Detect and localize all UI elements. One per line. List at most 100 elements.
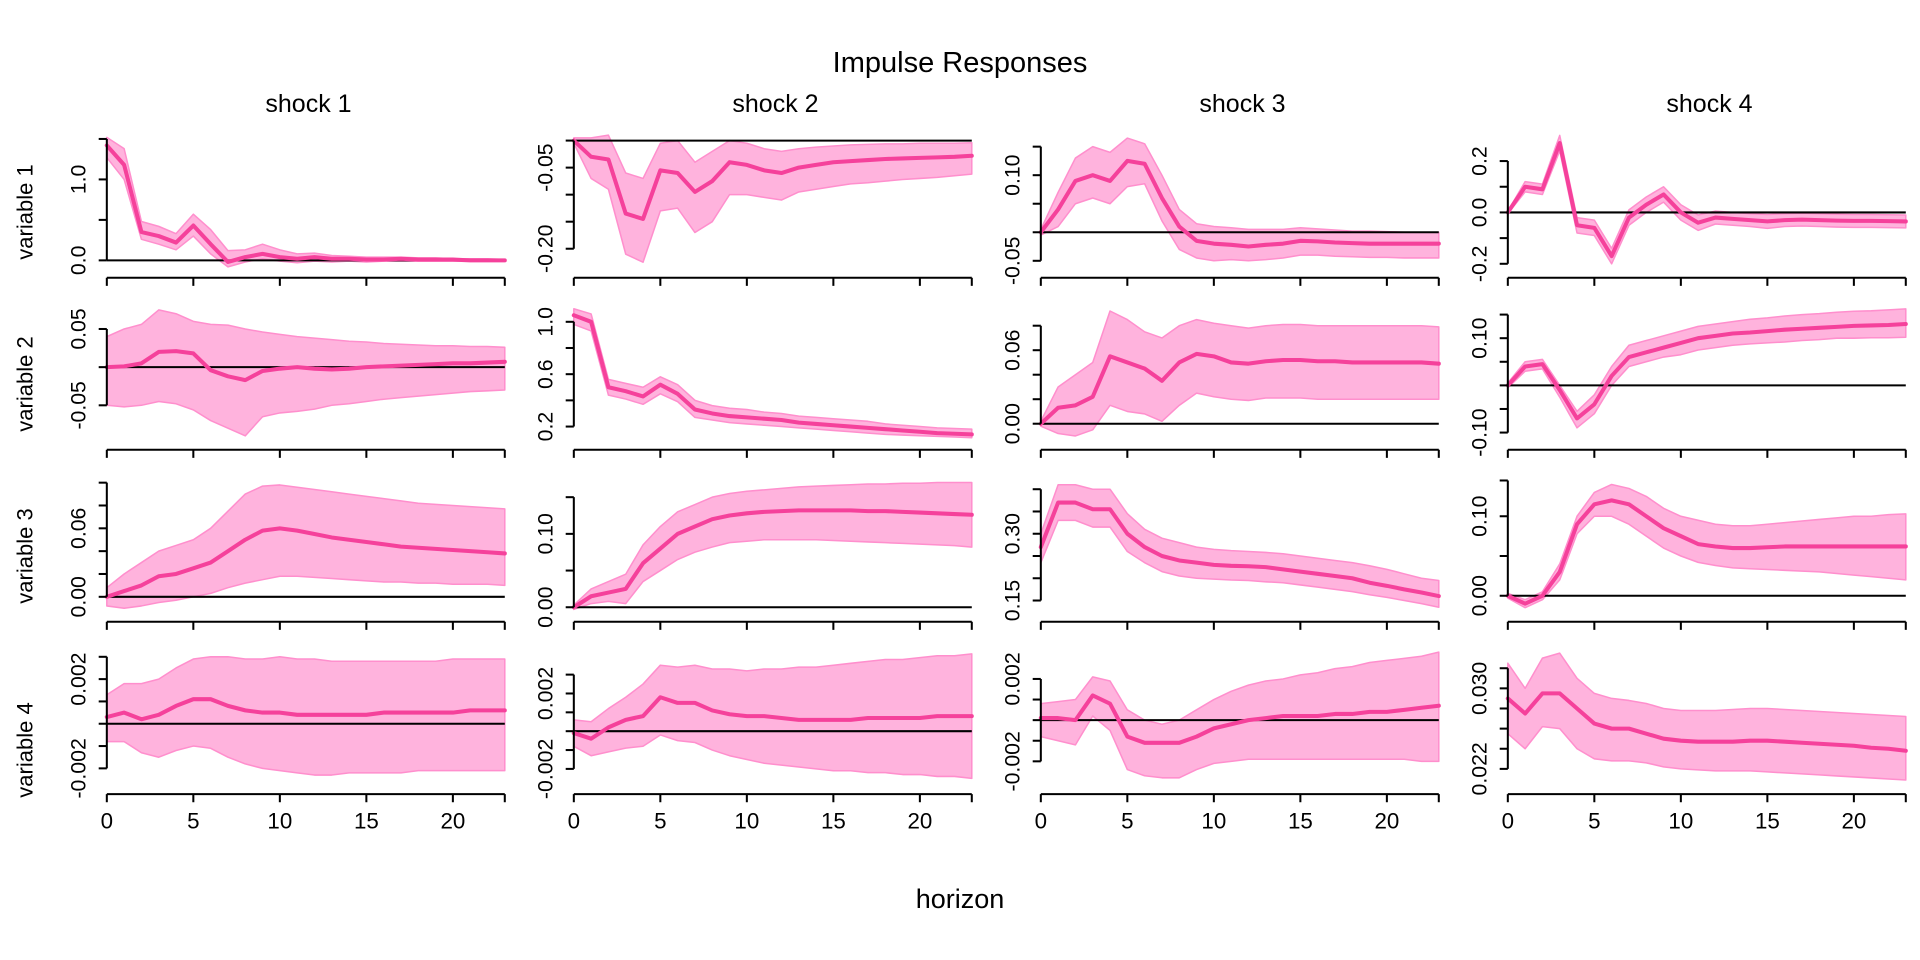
irf-panel-variable-3-shock-3: 0.15 0.30 (1000, 484, 1441, 630)
irf-panel-variable-4-shock-1: 0.002 -0.002 0 5 10 15 20 (66, 652, 507, 834)
svg-text:-0.002: -0.002 (66, 738, 90, 798)
cell-v2-s4: 0.10 -0.10 (1453, 298, 1920, 470)
svg-text:0.30: 0.30 (1000, 513, 1024, 554)
cell-v3-s2: 0.00 0.10 (519, 470, 986, 642)
row-title-variable-3-label: variable 3 (13, 508, 39, 604)
row-title-variable-2: variable 2 (0, 298, 52, 470)
row-title-variable-3: variable 3 (0, 470, 52, 642)
svg-text:0.10: 0.10 (1467, 318, 1491, 359)
svg-text:5: 5 (1588, 809, 1600, 834)
svg-text:-0.05: -0.05 (533, 143, 557, 191)
cell-v3-s1: 0.00 0.06 (52, 470, 519, 642)
cell-v4-s1: 0.002 -0.002 0 5 10 15 20 (52, 642, 519, 857)
grid-corner-spacer (0, 82, 52, 126)
cell-v1-s1: 0.0 1.0 (52, 126, 519, 298)
irf-panel-variable-1-shock-1: 0.0 1.0 (66, 136, 507, 286)
cell-v4-s2: 0.002 -0.002 0 5 10 15 20 (519, 642, 986, 857)
svg-text:5: 5 (1121, 809, 1133, 834)
svg-text:20: 20 (440, 809, 465, 834)
svg-text:0.2: 0.2 (533, 412, 557, 442)
svg-text:0.06: 0.06 (1000, 330, 1024, 371)
svg-text:10: 10 (1201, 809, 1226, 834)
svg-text:5: 5 (654, 809, 666, 834)
svg-text:15: 15 (1288, 809, 1313, 834)
svg-text:0.2: 0.2 (1467, 146, 1491, 176)
irf-panel-variable-4-shock-2: 0.002 -0.002 0 5 10 15 20 (533, 653, 974, 834)
svg-text:0.00: 0.00 (533, 587, 557, 628)
svg-text:0.10: 0.10 (1000, 155, 1024, 196)
cell-v1-s2: -0.05 -0.20 (519, 126, 986, 298)
svg-text:0.002: 0.002 (533, 667, 557, 720)
svg-text:0.10: 0.10 (533, 513, 557, 554)
cell-v2-s3: 0.00 0.06 (986, 298, 1453, 470)
cell-v2-s1: 0.05 -0.05 (52, 298, 519, 470)
irf-panel-variable-3-shock-4: 0.00 0.10 (1467, 479, 1908, 630)
irf-panel-variable-3-shock-2: 0.00 0.10 (533, 481, 974, 630)
svg-text:5: 5 (187, 809, 199, 834)
svg-text:0.05: 0.05 (66, 308, 90, 349)
svg-text:0: 0 (568, 809, 580, 834)
svg-text:0.10: 0.10 (1467, 496, 1491, 537)
svg-text:20: 20 (907, 809, 932, 834)
irf-panel-variable-4-shock-4: 0.022 0.030 0 5 10 15 20 (1467, 652, 1908, 834)
svg-text:0.06: 0.06 (66, 508, 90, 549)
x-axis-label: horizon (915, 883, 1005, 914)
svg-text:0.15: 0.15 (1000, 580, 1024, 621)
row-title-variable-4-label: variable 4 (13, 701, 39, 798)
svg-text:-0.2: -0.2 (1467, 245, 1491, 282)
svg-text:15: 15 (821, 809, 846, 834)
svg-text:10: 10 (1668, 809, 1693, 834)
cell-v1-s3: -0.05 0.10 (986, 126, 1453, 298)
row-title-variable-1: variable 1 (0, 126, 52, 298)
svg-text:1.0: 1.0 (66, 165, 90, 195)
svg-text:0.0: 0.0 (66, 246, 90, 276)
col-title-shock-4: shock 4 (1666, 89, 1753, 118)
svg-text:0.022: 0.022 (1467, 742, 1491, 795)
cell-v4-s3: 0.002 -0.002 0 5 10 15 20 (986, 642, 1453, 857)
svg-text:0.00: 0.00 (66, 576, 90, 617)
svg-text:-0.05: -0.05 (1000, 237, 1024, 285)
svg-text:0.002: 0.002 (66, 652, 90, 705)
irf-panel-variable-3-shock-1: 0.00 0.06 (66, 481, 507, 630)
svg-text:0.6: 0.6 (533, 359, 557, 389)
svg-text:20: 20 (1374, 809, 1399, 834)
cell-v3-s3: 0.15 0.30 (986, 470, 1453, 642)
chart-title: Impulse Responses (832, 47, 1088, 79)
irf-panel-variable-2-shock-3: 0.00 0.06 (1000, 310, 1441, 458)
cell-v3-s4: 0.00 0.10 (1453, 470, 1920, 642)
col-title-shock-1: shock 1 (265, 89, 352, 118)
irf-panel-variable-2-shock-4: 0.10 -0.10 (1467, 308, 1908, 458)
svg-text:0: 0 (1035, 809, 1047, 834)
svg-text:10: 10 (734, 809, 759, 834)
svg-text:0: 0 (1502, 809, 1514, 834)
cell-v4-s4: 0.022 0.030 0 5 10 15 20 (1453, 642, 1920, 857)
svg-text:0.00: 0.00 (1467, 575, 1491, 616)
svg-text:-0.002: -0.002 (1000, 731, 1024, 791)
row-title-variable-2-label: variable 2 (13, 336, 39, 432)
col-title-shock-3: shock 3 (1199, 89, 1286, 118)
cell-v2-s2: 0.2 0.6 1.0 (519, 298, 986, 470)
svg-text:15: 15 (1755, 809, 1780, 834)
svg-text:-0.002: -0.002 (533, 739, 557, 799)
svg-text:-0.20: -0.20 (533, 225, 557, 273)
cell-v1-s4: -0.2 0.0 0.2 (1453, 126, 1920, 298)
irf-panel-variable-1-shock-3: -0.05 0.10 (1000, 137, 1441, 286)
panel-grid: shock 1 shock 2 shock 3 shock 4 variable… (0, 82, 1920, 857)
row-title-variable-1-label: variable 1 (13, 164, 39, 260)
svg-text:0.002: 0.002 (1000, 652, 1024, 705)
svg-text:0.0: 0.0 (1467, 198, 1491, 228)
svg-text:-0.05: -0.05 (66, 381, 90, 429)
row-title-variable-4: variable 4 (0, 642, 52, 857)
irf-panel-variable-2-shock-2: 0.2 0.6 1.0 (533, 307, 974, 458)
svg-text:-0.10: -0.10 (1467, 408, 1491, 456)
irf-panel-variable-1-shock-2: -0.05 -0.20 (533, 134, 974, 286)
svg-text:0.030: 0.030 (1467, 662, 1491, 715)
svg-text:15: 15 (354, 809, 379, 834)
irf-panel-variable-2-shock-1: 0.05 -0.05 (66, 308, 507, 458)
svg-text:10: 10 (267, 809, 292, 834)
svg-text:20: 20 (1841, 809, 1866, 834)
col-title-shock-2: shock 2 (732, 89, 819, 118)
irf-panel-variable-1-shock-4: -0.2 0.0 0.2 (1467, 134, 1908, 286)
svg-text:0: 0 (101, 809, 113, 834)
